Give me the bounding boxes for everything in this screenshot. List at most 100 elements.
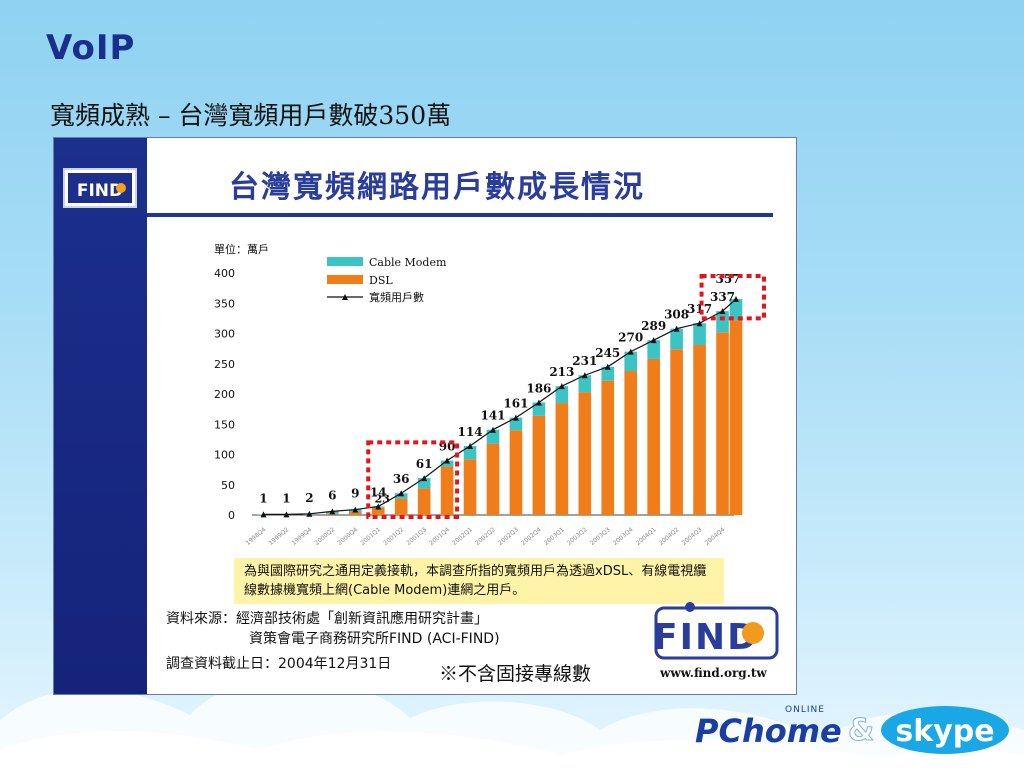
total-users-label: 317 [687,302,712,316]
total-users-label: 337 [710,290,735,304]
x-tick-label: 2001Q1 [359,526,382,547]
x-tick-label: 1999Q2 [268,526,291,547]
find-logo-small: FIND [63,168,137,208]
dsl-bar [371,507,385,515]
total-users-label: 186 [526,381,551,395]
y-tick-label: 50 [221,479,235,492]
cable-modem-bar [624,351,638,372]
total-users-point [650,337,657,344]
total-users-label: 2 [305,491,313,505]
x-tick-label: 2002Q3 [497,526,520,547]
total-users-point-final [733,296,739,303]
cable-modem-bar [601,366,615,381]
dsl-bar [440,466,454,515]
total-users-label: 308 [664,308,689,322]
legend-label-total: 寬頻用戶數 [369,290,424,304]
cable-modem-bar [578,375,592,393]
total-users-label: 14 [370,486,387,500]
dsl-bar [716,332,729,515]
total-users-point [260,511,267,518]
dsl-bar [647,358,660,515]
x-tick-label: 2001Q4 [428,526,451,547]
dsl-bar [532,415,546,515]
svg-text:PChome: PChome [695,712,842,750]
total-users-label: 289 [641,319,666,333]
total-users-point [696,320,703,327]
total-users-label: 231 [572,354,597,368]
cable-modem-bar [417,478,431,489]
cable-modem-bar [693,323,706,345]
total-users-label: 1 [282,491,290,505]
x-tick-label: 2000Q2 [313,526,336,547]
x-tick-label: 1999Q4 [290,526,313,547]
svg-text:FIND: FIND [77,181,123,201]
x-tick-label: 2001Q2 [382,526,405,547]
legend-marker-total [342,294,348,300]
y-tick-label: 300 [214,328,235,341]
source-line-2: 資策會電子商務研究所FIND (ACI-FIND) [249,631,500,647]
x-tick-label: 2003Q4 [612,526,635,547]
total-users-label: 245 [595,346,620,360]
dsl-bar [417,488,431,515]
legend-swatch-dsl [327,275,363,284]
total-users-point [444,457,451,464]
unit-label: 單位：萬戶 [214,242,269,256]
total-users-point [604,363,611,370]
final-total-label: 357 [715,272,740,286]
find-url: www.find.org.tw [660,666,767,680]
x-tick-label: 2000Q4 [336,526,359,547]
cable-modem-bar [486,429,500,444]
total-users-point [283,511,290,518]
x-tick-label: 2003Q3 [589,526,612,547]
cable-modem-bar [509,417,523,431]
extra-label: 23 [375,493,390,506]
definition-note-text: 為與國際研究之通用定義接軌，本調查所指的寬頻用戶為透過xDSL、有線電視纜線數據… [244,564,707,598]
cable-modem-bar [670,328,683,350]
x-tick-label: 2002Q1 [451,526,474,547]
dsl-bar [670,349,683,515]
y-tick-label: 100 [214,449,235,462]
svg-text:&: & [848,713,874,748]
dsl-bar [624,371,638,515]
x-tick-label: 2003Q1 [543,526,566,547]
cloud-decoration [0,677,1024,768]
y-tick-label: 0 [228,509,235,522]
y-tick-label: 250 [214,358,235,371]
dsl-bar [601,380,615,515]
x-tick-label: 2001Q3 [405,526,428,547]
dsl-bar [578,392,592,515]
cable-modem-bar [463,446,477,460]
slide-title: VoIP [46,28,136,68]
total-users-label: 141 [480,409,505,423]
total-users-label: 161 [503,397,528,411]
total-users-point [375,503,382,510]
find-logo: FIND [654,602,779,660]
cable-modem-bar [440,460,454,467]
slide-subtitle: 寬頻成熟 – 台灣寬頻用戶數破350萬 [50,101,452,130]
total-users-point [673,325,680,332]
x-tick-label: 1998Q4 [245,526,268,547]
cable-modem-bar [532,402,546,416]
total-users-point [490,426,496,433]
x-tick-label: 2004Q1 [635,526,658,547]
total-users-point [329,508,336,515]
source-line-1: 資料來源：經濟部技術處「創新資訊應用研究計畫」 [166,611,488,627]
total-users-label: 9 [351,487,359,501]
cable-modem-bar [555,386,569,404]
x-tick-label: 2002Q4 [520,526,543,547]
cable-modem-bar-final [729,299,743,321]
legend-label-dsl: DSL [369,274,393,287]
definition-note: 為與國際研究之通用定義接軌，本調查所指的寬頻用戶為透過xDSL、有線電視纜線數據… [234,558,724,604]
dsl-bar [693,344,706,515]
total-users-point [467,443,474,450]
chart-panel: FIND 台灣寬頻網路用戶數成長情況 單位：萬戶 0 50 100 150 200 250 3… [53,137,797,695]
legend-label-cable-modem: Cable Modem [369,256,447,269]
panel-header-title: 台灣寬頻網路用戶數成長情況 [229,170,645,205]
dsl-bar [509,430,523,515]
total-users-label: 114 [458,425,483,439]
total-users-label: 270 [618,331,643,345]
y-tick-label: 350 [214,297,235,310]
svg-text:skype: skype [895,714,994,749]
dsl-bar [555,403,569,515]
